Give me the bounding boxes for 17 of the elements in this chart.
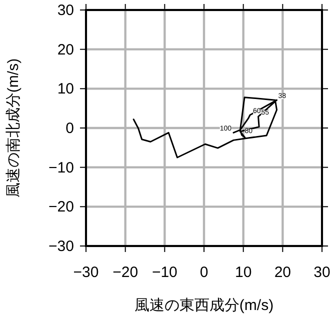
x-tick-label: 10 [234, 264, 252, 281]
x-tick-label: −30 [73, 264, 99, 281]
y-tick-label: 20 [57, 41, 74, 58]
y-tick-label: 10 [57, 80, 74, 98]
y-tick-label: −20 [48, 198, 74, 216]
y-tick-label: −30 [48, 238, 74, 255]
y-tick-label: 0 [66, 120, 74, 137]
y-tick-label: −10 [48, 159, 74, 176]
x-axis-title: 風速の東西成分(m/s) [134, 297, 274, 314]
x-tick-label: −20 [112, 264, 138, 281]
x-tick-label: 30 [314, 264, 330, 281]
line-series [132, 96, 278, 158]
x-tick-label: 20 [274, 264, 292, 281]
x-tick-label: −10 [152, 264, 178, 281]
x-tick-label: 0 [200, 264, 208, 281]
y-tick-label: 30 [57, 2, 74, 19]
y-axis-title: 風速の南北成分(m/s) [5, 58, 22, 198]
